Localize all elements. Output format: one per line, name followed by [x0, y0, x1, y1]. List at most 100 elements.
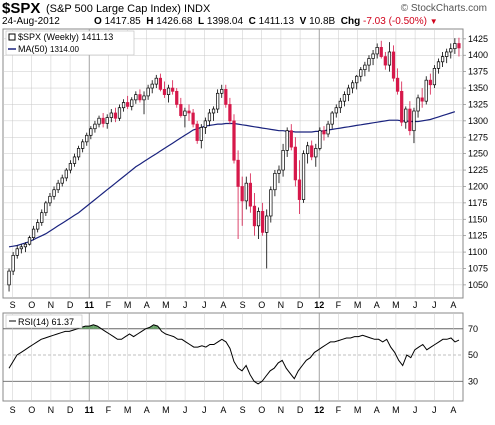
rsi-overbought-fill — [85, 326, 90, 329]
month-label: N — [48, 300, 55, 310]
candle-up — [199, 127, 203, 141]
candle-up — [207, 112, 212, 122]
rsi-line — [8, 324, 460, 385]
candle-up — [273, 172, 277, 191]
candle-up — [121, 102, 126, 109]
price-y-axis: 1050 1075 1100 1125 1150 1175 1200 1225 1250 1275… — [463, 34, 488, 290]
price-grid — [3, 29, 463, 298]
close-label: C — [248, 16, 256, 27]
month-label: 12 — [314, 405, 324, 415]
rsi-y-axis: 70 50 30 — [468, 324, 478, 387]
month-label: D — [67, 300, 74, 310]
candle-up — [404, 108, 408, 123]
quote-line: O 1417.85 H 1426.68 L 1398.04 C 1411.13 … — [94, 16, 438, 27]
rsi-legend-label: RSI(14) 61.37 — [18, 317, 74, 327]
candle-up — [334, 107, 338, 114]
candle-up — [48, 195, 52, 204]
watermark: © StockCharts.com — [400, 3, 487, 14]
price-tick-label: 1325 — [468, 99, 488, 109]
price-tick-label: 1250 — [468, 149, 488, 159]
candle-up — [277, 169, 281, 174]
price-tick-label: 1075 — [468, 263, 488, 273]
month-label: 11 — [84, 300, 94, 310]
candle-down — [322, 130, 326, 135]
candle-up — [31, 228, 36, 238]
rsi-tick-label: 70 — [468, 324, 478, 334]
candle-up — [203, 120, 207, 128]
candle-up — [19, 246, 23, 250]
candle-up — [142, 95, 146, 101]
month-label: S — [240, 300, 246, 310]
candle-down — [195, 123, 199, 141]
price-tick-label: 1400 — [468, 50, 488, 60]
rsi-legend: RSI(14) 61.37 — [5, 314, 83, 329]
rsi-tick-label: 30 — [468, 376, 478, 386]
month-label: 12 — [314, 300, 324, 310]
rsi-tick-label: 50 — [468, 350, 478, 360]
open-value: 1417.85 — [104, 16, 141, 27]
candle-down — [289, 130, 293, 148]
price-tick-label: 1175 — [468, 198, 487, 208]
candle-down — [228, 104, 232, 122]
candle-up — [306, 145, 310, 155]
month-label: J — [202, 300, 207, 310]
candle-up — [359, 69, 363, 77]
candle-up — [109, 112, 113, 118]
candle-down — [457, 43, 461, 49]
rsi-grid — [3, 313, 463, 401]
month-label: A — [220, 300, 226, 310]
month-label: A — [374, 405, 380, 415]
month-label: A — [220, 405, 226, 415]
month-label: M — [124, 300, 132, 310]
high-label: H — [146, 16, 154, 27]
candle-up — [432, 68, 437, 86]
candle-up — [150, 83, 154, 89]
candle-down — [252, 205, 257, 227]
candle-up — [342, 94, 347, 102]
high-value: 1426.68 — [156, 16, 193, 27]
candle-up — [15, 248, 19, 256]
candle-down — [191, 112, 195, 125]
candle-down — [310, 145, 314, 158]
candle-up — [440, 56, 445, 63]
candle-up — [56, 182, 60, 191]
candle-down — [101, 117, 105, 124]
candle-up — [330, 112, 334, 125]
month-label: F — [336, 405, 342, 415]
price-tick-label: 1225 — [468, 165, 488, 175]
candles-layer — [7, 37, 461, 292]
price-legend-label: $SPX (Weekly) 1411.13 — [18, 32, 113, 42]
candle-up — [166, 87, 171, 95]
low-label: L — [198, 16, 205, 27]
candle-down — [420, 97, 424, 102]
month-label: A — [144, 300, 150, 310]
rsi-overbought-fill — [89, 324, 94, 329]
candle-up — [81, 141, 85, 149]
ma50-layer — [8, 111, 456, 248]
price-legend-box — [5, 30, 135, 56]
candle-up — [72, 156, 77, 164]
month-label: M — [124, 405, 132, 415]
candle-up — [424, 79, 428, 102]
candle-up — [285, 130, 289, 151]
ma-legend-label: MA(50) 1314.00 — [18, 44, 80, 54]
candle-down — [383, 56, 387, 66]
candle-down — [391, 51, 396, 79]
candle-down — [261, 211, 265, 233]
month-label: O — [28, 405, 35, 415]
month-label: F — [106, 300, 112, 310]
candle-up — [281, 150, 285, 171]
candle-up — [338, 100, 342, 109]
change-value: -7.03 (-0.50%) — [363, 16, 427, 27]
candle-up — [154, 77, 158, 85]
month-label: O — [28, 300, 35, 310]
candle-up — [117, 107, 122, 119]
candle-down — [408, 108, 412, 132]
candle-up — [76, 148, 81, 158]
month-label: M — [354, 405, 362, 415]
candle-down — [224, 89, 228, 105]
price-tick-label: 1050 — [468, 280, 488, 290]
low-value: 1398.04 — [206, 16, 244, 27]
month-label: 11 — [84, 405, 94, 415]
index-full-name: (S&P 500 Large Cap Index) — [46, 3, 181, 15]
